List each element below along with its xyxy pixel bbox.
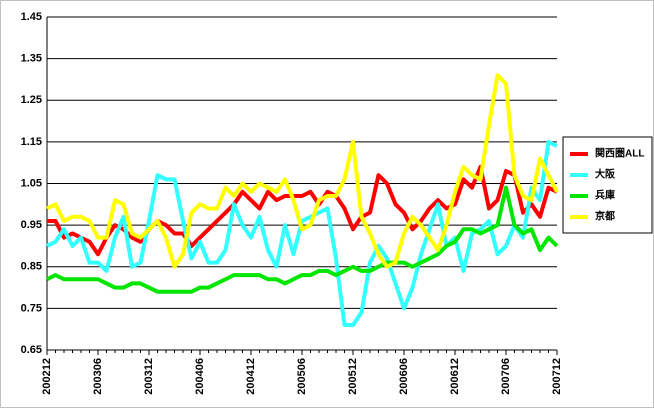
y-tick-label: 0.85 bbox=[21, 261, 42, 273]
y-tick-label: 1.25 bbox=[21, 94, 42, 106]
x-tick-label: 200306 bbox=[92, 358, 104, 395]
series-line bbox=[47, 164, 558, 257]
legend-label: 関西圏ALL bbox=[595, 148, 644, 160]
x-tick-label: 200412 bbox=[245, 358, 257, 395]
x-tick-label: 200506 bbox=[296, 358, 308, 395]
y-tick-label: 0.65 bbox=[21, 344, 42, 356]
x-tick-label: 200606 bbox=[398, 358, 410, 395]
x-tick-label: 200706 bbox=[500, 358, 512, 395]
x-tick-label: 200512 bbox=[347, 358, 359, 395]
legend-label: 大阪 bbox=[595, 168, 616, 181]
x-tick-label: 200406 bbox=[194, 358, 206, 395]
series-line bbox=[46, 139, 558, 328]
x-tick-label: 200712 bbox=[551, 358, 563, 395]
y-tick-label: 1.05 bbox=[21, 177, 42, 189]
y-tick-label: 1.35 bbox=[21, 53, 42, 65]
series-line bbox=[46, 73, 559, 269]
x-tick-label: 200312 bbox=[143, 358, 155, 395]
x-tick-label: 200212 bbox=[41, 358, 53, 395]
y-tick-label: 0.95 bbox=[21, 219, 42, 231]
y-tick-label: 1.45 bbox=[21, 11, 42, 23]
y-tick-label: 1.15 bbox=[21, 136, 42, 148]
series-line bbox=[46, 185, 559, 294]
legend-label: 京都 bbox=[595, 210, 615, 223]
y-tick-label: 0.75 bbox=[21, 302, 42, 314]
legend-label: 兵庫 bbox=[595, 189, 615, 202]
x-tick-label: 200612 bbox=[449, 358, 461, 395]
